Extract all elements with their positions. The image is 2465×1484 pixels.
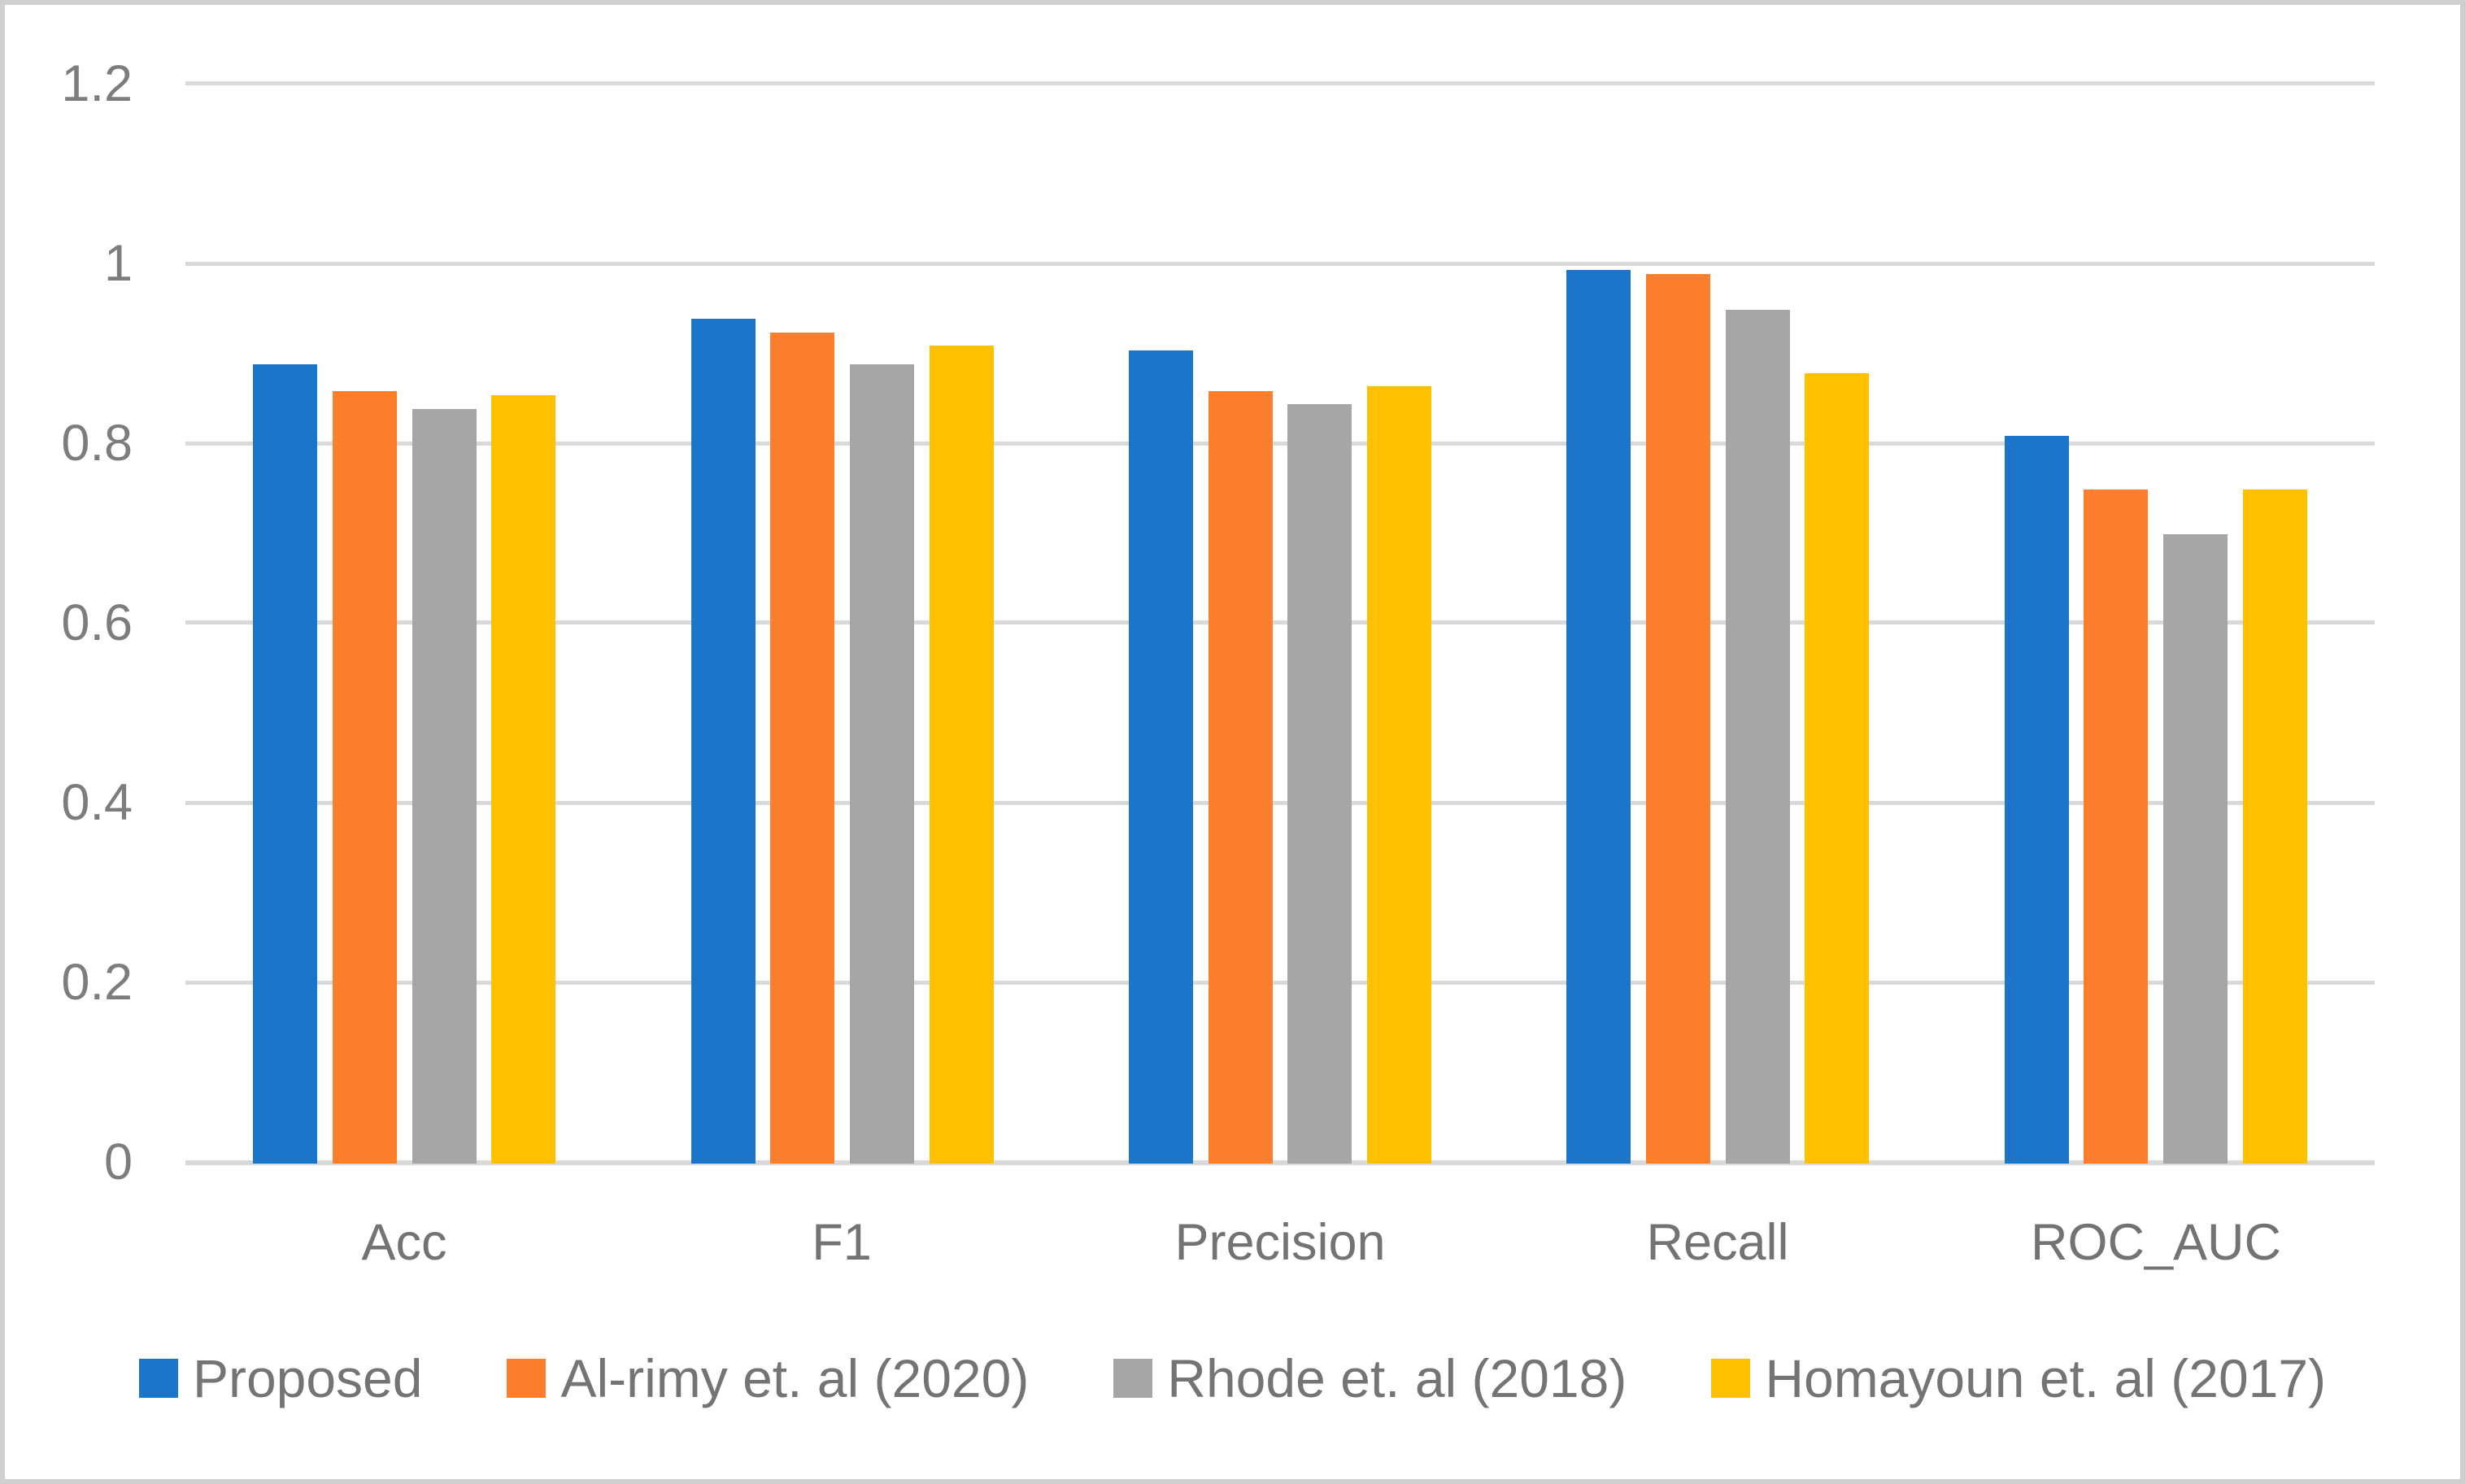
bar xyxy=(491,395,555,1164)
legend: Proposed Al-rimy et. al (2020) Rhode et. a… xyxy=(0,1351,2465,1405)
bar xyxy=(333,391,397,1164)
bar xyxy=(253,364,317,1164)
bar xyxy=(1646,274,1710,1164)
legend-label: Homayoun et. al (2017) xyxy=(1765,1348,2327,1408)
bar xyxy=(1209,391,1273,1164)
bar xyxy=(850,364,914,1164)
gridline xyxy=(185,620,2375,624)
legend-item: Al-rimy et. al (2020) xyxy=(507,1351,1029,1405)
bar xyxy=(1287,404,1352,1164)
bar xyxy=(2084,490,2148,1164)
bar xyxy=(1805,373,1869,1164)
x-category-label: Acc xyxy=(361,1214,447,1271)
bar xyxy=(1129,350,1193,1164)
bar xyxy=(1566,270,1631,1164)
x-category-label: Precision xyxy=(1174,1214,1386,1271)
legend-item: Homayoun et. al (2017) xyxy=(1711,1351,2326,1405)
y-tick-label: 1.2 xyxy=(61,55,133,112)
x-axis-line xyxy=(185,1160,2375,1165)
y-tick-label: 0.8 xyxy=(61,415,133,472)
legend-label: Proposed xyxy=(192,1348,423,1408)
y-tick-label: 0.6 xyxy=(61,594,133,651)
legend-label: Rhode et. al (2018) xyxy=(1167,1348,1627,1408)
y-tick-label: 0.4 xyxy=(61,774,133,831)
legend-swatch-icon xyxy=(1711,1359,1751,1398)
x-category-label: F1 xyxy=(812,1214,872,1271)
legend-label: Al-rimy et. al (2020) xyxy=(560,1348,1030,1408)
bar xyxy=(2163,534,2228,1164)
bar xyxy=(691,319,756,1164)
legend-item: Rhode et. al (2018) xyxy=(1113,1351,1627,1405)
bar xyxy=(2005,436,2069,1164)
bar xyxy=(1367,386,1431,1164)
gridline xyxy=(185,262,2375,266)
gridline xyxy=(185,801,2375,805)
bar xyxy=(930,346,994,1164)
legend-swatch-icon xyxy=(138,1359,178,1398)
y-tick-label: 1 xyxy=(103,235,133,292)
y-tick-label: 0 xyxy=(103,1134,133,1190)
gridline xyxy=(185,981,2375,985)
x-category-label: Recall xyxy=(1646,1214,1789,1271)
bar xyxy=(412,409,477,1164)
gridline xyxy=(185,81,2375,85)
bar xyxy=(2243,490,2307,1164)
legend-item: Proposed xyxy=(138,1348,423,1408)
bar xyxy=(1726,310,1790,1164)
bar xyxy=(770,333,834,1164)
x-category-label: ROC_AUC xyxy=(2030,1214,2282,1271)
y-tick-label: 0.2 xyxy=(61,954,133,1011)
legend-swatch-icon xyxy=(507,1359,547,1398)
legend-swatch-icon xyxy=(1113,1359,1153,1398)
gridline xyxy=(185,442,2375,446)
